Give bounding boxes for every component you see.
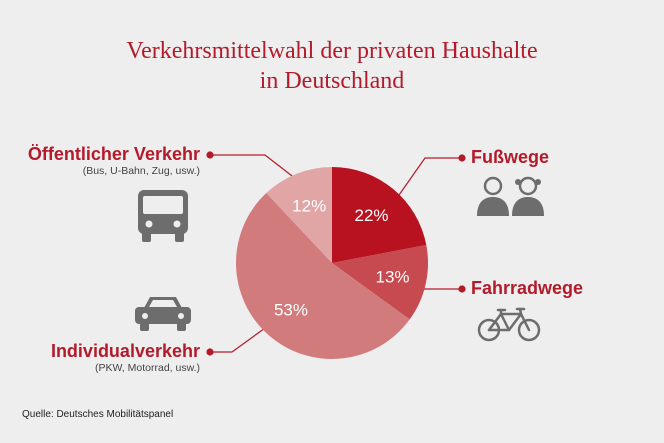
connector-individual [210, 322, 273, 353]
connector-lines [206, 151, 466, 356]
data-label-oeffentlicher-verkehr: 12% [292, 196, 326, 215]
connector-dot-individual [206, 348, 214, 356]
chart-title: Verkehrsmittelwahl der privaten Haushalt… [0, 36, 664, 96]
connector-fusswege [391, 157, 462, 206]
chart-title-line-1: Verkehrsmittelwahl der privaten Haushalt… [126, 38, 538, 64]
label-fusswege: Fußwege [471, 147, 550, 167]
connector-oeffentlich [210, 154, 306, 187]
data-label-fusswege: 22% [355, 206, 389, 225]
slice-oeffentlicher-verkehr [266, 167, 332, 263]
bicycle-icon [477, 307, 541, 342]
slice-fahrradwege [332, 245, 429, 320]
pie-slices [235, 167, 429, 360]
connector-dot-fusswege [458, 154, 466, 162]
slice-fusswege [332, 167, 427, 263]
label-individualverkehr-sub: (PKW, Motorrad, usw.) [94, 362, 200, 374]
label-oeffentlicher-verkehr-sub: (Bus, U-Bahn, Zug, usw.) [82, 165, 200, 177]
slice-individualverkehr [235, 193, 410, 360]
car-icon [135, 297, 191, 331]
connector-dot-fahrrad [458, 285, 466, 293]
data-label-individualverkehr: 53% [274, 301, 308, 320]
pie-data-labels: 22% 13% 53% 12% [274, 196, 410, 319]
data-label-fahrradwege: 13% [375, 268, 409, 287]
source-note: Quelle: Deutsches Mobilitätspanel [22, 409, 174, 420]
bus-icon [138, 190, 188, 242]
label-oeffentlicher-verkehr: Öffentlicher Verkehr [27, 144, 200, 164]
label-individualverkehr: Individualverkehr [50, 341, 200, 361]
connector-dot-oeffentlich [206, 151, 214, 159]
label-fahrradwege: Fahrradwege [471, 278, 584, 298]
chart-title-line-2: in Deutschland [259, 68, 405, 94]
pedestrians-icon [477, 176, 544, 216]
